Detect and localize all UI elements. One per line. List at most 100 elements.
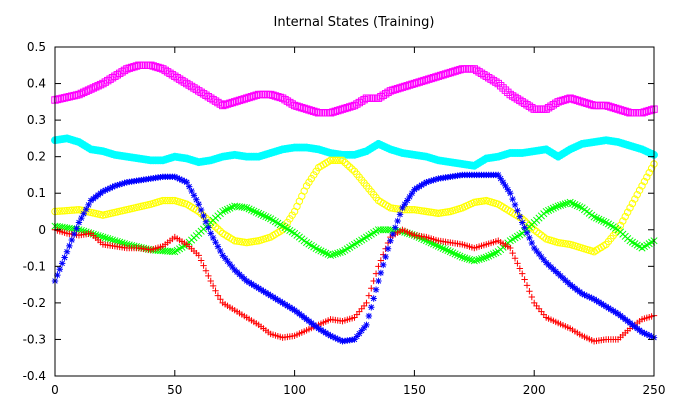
data-point — [439, 208, 447, 217]
data-point — [499, 179, 507, 186]
data-point — [226, 204, 234, 212]
data-point — [586, 293, 593, 301]
data-point — [485, 252, 493, 260]
data-point — [247, 206, 256, 214]
y-tick-label: -0.3 — [23, 332, 46, 346]
data-point — [209, 282, 217, 290]
data-point — [163, 196, 172, 205]
data-point — [197, 206, 205, 214]
data-point — [578, 98, 586, 106]
data-point — [495, 171, 502, 179]
data-point — [360, 95, 368, 104]
data-point — [326, 156, 335, 165]
data-point — [114, 181, 121, 189]
data-point — [470, 198, 478, 207]
data-point — [528, 293, 536, 301]
data-point — [475, 255, 483, 263]
data-point — [401, 200, 409, 208]
data-point — [404, 197, 411, 204]
data-point — [372, 286, 380, 293]
data-point — [348, 165, 356, 173]
data-point — [231, 237, 239, 245]
data-point — [640, 108, 649, 116]
data-point — [465, 65, 474, 73]
data-point — [489, 250, 498, 258]
data-point — [60, 94, 69, 102]
data-point — [125, 64, 133, 72]
data-point — [386, 204, 395, 212]
data-point — [288, 211, 296, 219]
data-point — [420, 207, 428, 215]
data-point — [245, 279, 253, 286]
data-point — [310, 107, 318, 116]
data-point — [229, 263, 236, 271]
data-point — [437, 209, 445, 217]
data-point — [384, 88, 392, 97]
data-point — [168, 247, 176, 256]
data-point — [368, 285, 375, 292]
data-point — [183, 179, 190, 186]
data-point — [68, 206, 76, 214]
data-point — [499, 84, 507, 92]
data-point — [573, 202, 581, 210]
data-point — [315, 246, 323, 254]
data-point — [597, 101, 605, 110]
data-point — [564, 95, 572, 103]
data-point — [329, 108, 337, 116]
data-point — [429, 208, 438, 217]
data-point — [66, 242, 73, 250]
data-point — [509, 195, 516, 203]
data-point — [341, 158, 349, 167]
data-point — [351, 336, 358, 343]
data-point — [559, 239, 567, 248]
data-point — [221, 101, 229, 109]
data-point — [398, 83, 407, 91]
data-point — [393, 84, 402, 93]
data-point — [441, 70, 450, 78]
data-point — [284, 302, 291, 310]
data-point — [420, 76, 428, 85]
data-point — [245, 205, 253, 213]
data-point — [106, 184, 114, 192]
data-point — [607, 306, 615, 313]
data-point — [514, 260, 521, 267]
data-point — [514, 207, 521, 214]
data-point — [338, 156, 347, 165]
data-point — [161, 196, 169, 205]
data-point — [63, 93, 71, 101]
data-point — [557, 201, 565, 209]
data-point — [628, 199, 637, 208]
data-point — [616, 106, 625, 114]
data-point — [305, 178, 313, 186]
data-point — [540, 105, 548, 113]
x-tick-label: 100 — [283, 383, 306, 397]
y-tick-label: 0.5 — [27, 40, 46, 54]
data-point — [610, 307, 617, 315]
data-point — [439, 244, 447, 252]
data-point — [526, 287, 533, 295]
data-point — [614, 105, 622, 113]
data-point — [647, 106, 656, 114]
data-point — [392, 224, 399, 231]
data-point — [286, 215, 294, 223]
data-point — [568, 95, 577, 103]
data-point — [523, 229, 531, 236]
data-point — [365, 292, 373, 299]
data-point — [516, 213, 524, 220]
data-point — [331, 250, 339, 258]
data-point — [528, 103, 536, 112]
data-point — [453, 66, 462, 75]
data-point — [470, 257, 478, 265]
data-point — [336, 106, 344, 114]
data-point — [430, 176, 437, 184]
data-point — [217, 247, 224, 255]
data-point — [195, 200, 202, 208]
data-point — [252, 208, 260, 216]
data-point — [375, 277, 382, 285]
data-point — [290, 101, 299, 110]
data-point — [480, 254, 488, 262]
data-point — [286, 304, 294, 311]
data-point — [302, 105, 311, 113]
data-point — [216, 100, 225, 108]
data-point — [238, 95, 246, 104]
